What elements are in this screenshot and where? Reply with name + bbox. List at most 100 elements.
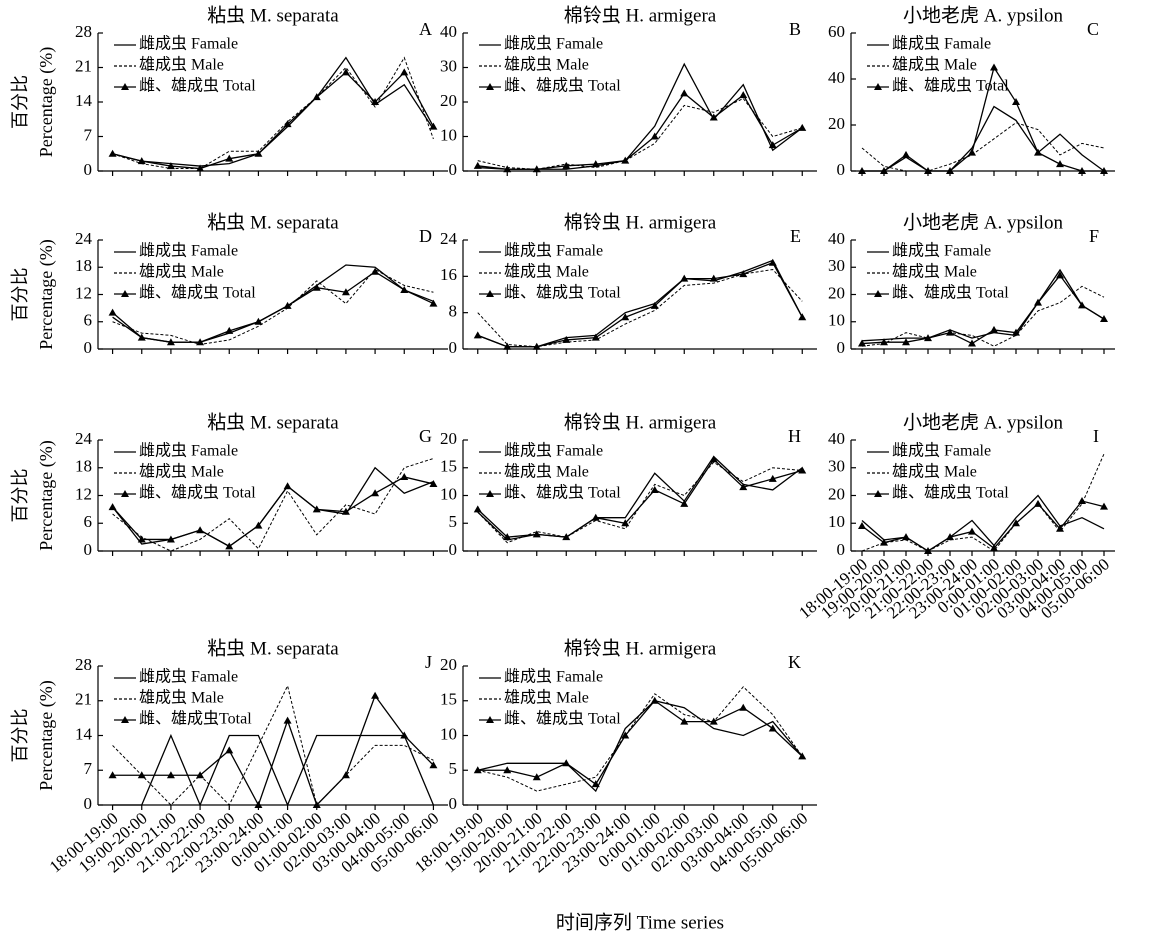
series-marker <box>312 505 321 513</box>
series-marker <box>283 716 292 724</box>
series-marker <box>283 482 292 490</box>
series-marker <box>680 274 689 282</box>
series-marker <box>503 533 512 541</box>
series-marker <box>429 761 438 769</box>
series-marker <box>108 771 117 779</box>
y-tick-label: 20 <box>828 484 845 503</box>
series-marker <box>371 691 380 699</box>
series-marker <box>196 771 205 779</box>
series-marker <box>858 522 866 530</box>
y-axis-label: Percentage (%) <box>36 440 57 550</box>
y-tick-label: 20 <box>440 655 457 674</box>
legend-label: 雌成虫 Famale <box>892 442 991 460</box>
y-tick-label: 0 <box>449 160 458 179</box>
series-marker <box>283 120 292 128</box>
series-line <box>112 56 434 167</box>
y-axis-label: 百分比 <box>10 268 30 322</box>
legend-label: 雌、雄成虫 Total <box>504 284 621 302</box>
series-marker <box>650 485 659 493</box>
series-marker <box>429 299 438 307</box>
series-marker <box>946 533 954 541</box>
series-marker <box>108 308 117 316</box>
panel: 棉铃虫 H. armigera H 0 5 10 15 20 雌成虫 Famale 雄成虫 Ma… <box>440 411 817 559</box>
series-marker <box>225 326 234 334</box>
series-marker <box>591 780 600 788</box>
series-line <box>861 453 1105 552</box>
series-marker <box>1012 98 1020 105</box>
series-marker <box>503 165 512 173</box>
series-marker <box>990 544 998 552</box>
legend-label: 雌、雄成虫 Total <box>892 484 1009 502</box>
series-marker <box>591 513 600 521</box>
legend-label: 雌成虫 Famale <box>892 242 991 260</box>
panel: 小地老虎 A. ypsilonI01020304018:00-19:0019:0… <box>795 411 1115 622</box>
series-marker <box>1100 315 1108 323</box>
legend-marker <box>486 290 494 297</box>
panel: 棉铃虫 H. armigera B 0 10 20 30 40 雌成虫 Famale 雄成虫 M… <box>440 4 817 179</box>
panel: 粘虫 M. separata A 0 7 14 21 28 百分比 Percentage (%)… <box>10 4 448 179</box>
series-marker <box>739 483 748 491</box>
panel-title: 棉铃虫 H. armigera <box>564 411 717 433</box>
series-marker <box>562 161 571 169</box>
legend-label: 雌、雄成虫 Total <box>139 284 256 302</box>
series-marker <box>650 301 659 309</box>
panel: 粘虫 M. separata D 0 6 12 18 24 百分比 Percentage (%)… <box>10 211 448 357</box>
series-marker <box>739 270 748 278</box>
y-tick-label: 60 <box>828 22 845 41</box>
y-tick-label: 15 <box>440 457 457 476</box>
legend-label: 雌成虫 Famale <box>139 35 238 53</box>
series-line <box>112 733 435 807</box>
series-marker <box>341 288 350 296</box>
series-line <box>861 268 1105 342</box>
series-line <box>861 274 1105 345</box>
y-tick-label: 6 <box>84 311 93 330</box>
y-tick-label: 0 <box>449 338 458 357</box>
y-tick-label: 18 <box>75 256 92 275</box>
series-line <box>861 500 1105 552</box>
series-marker <box>341 771 350 779</box>
series-marker <box>990 325 998 333</box>
series-marker <box>137 157 146 165</box>
y-tick-label: 40 <box>828 429 845 448</box>
series-marker <box>1078 301 1086 309</box>
series-line <box>477 458 803 538</box>
series-marker <box>902 338 910 346</box>
series-marker <box>371 267 380 275</box>
panel-label: D <box>419 226 432 246</box>
legend-label: 雄成虫 Male <box>504 689 589 707</box>
y-tick-label: 24 <box>75 429 93 448</box>
panel: 粘虫 M. separata G 0 6 12 18 24 百分比 Percentage (%)… <box>10 411 448 559</box>
panel-label: G <box>419 426 432 446</box>
y-tick-label: 40 <box>828 229 845 248</box>
series-marker <box>768 474 777 482</box>
legend-label: 雌成虫 Famale <box>139 242 238 260</box>
series-line <box>862 105 1105 172</box>
series-marker <box>709 113 718 121</box>
y-tick-label: 15 <box>440 690 457 709</box>
panel-label: K <box>788 652 801 672</box>
series-line <box>112 71 434 170</box>
series-marker <box>1012 328 1020 336</box>
series-marker <box>400 731 409 739</box>
y-axis-label: 百分比 <box>10 709 30 763</box>
panel-title: 粘虫 M. separata <box>207 4 339 26</box>
series-marker <box>400 285 409 293</box>
y-tick-label: 14 <box>75 91 93 110</box>
panel-title: 粘虫 M. separata <box>207 211 339 233</box>
panel-title: 粘虫 M. separata <box>207 637 339 659</box>
series-marker <box>371 98 380 105</box>
y-axis-label: Percentage (%) <box>36 680 57 790</box>
series-marker <box>254 317 263 325</box>
legend-label: 雌、雄成虫 Total <box>139 77 256 95</box>
y-tick-label: 0 <box>84 794 93 813</box>
y-tick-label: 0 <box>837 160 846 179</box>
series-line <box>477 97 803 170</box>
legend-marker <box>874 290 882 297</box>
series-marker <box>709 274 718 282</box>
y-tick-label: 0 <box>837 540 846 559</box>
panel-label: E <box>790 226 801 246</box>
series-line <box>477 699 803 786</box>
y-tick-label: 28 <box>75 655 92 674</box>
panel: 小地老虎 A. ypsilon F 0 10 20 30 40 雌成虫 Famale 雄成虫 M… <box>828 211 1115 357</box>
y-tick-label: 16 <box>440 265 457 284</box>
